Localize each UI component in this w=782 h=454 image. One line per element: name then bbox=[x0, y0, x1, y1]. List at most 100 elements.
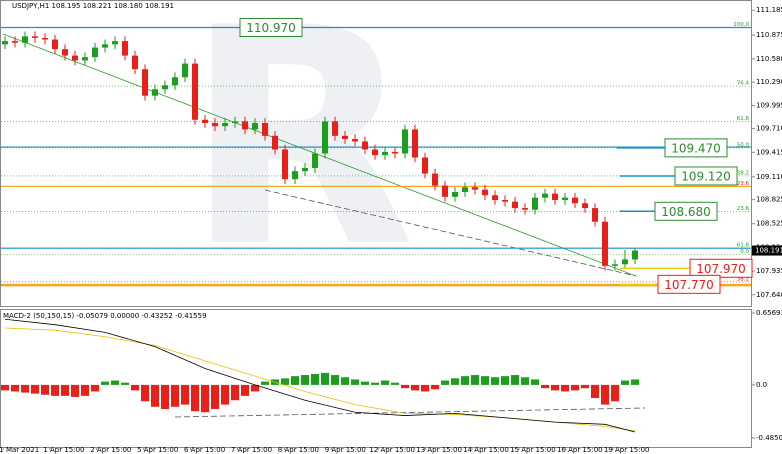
level-label: 108.680 bbox=[661, 205, 711, 219]
candle-body bbox=[262, 123, 268, 136]
candle-body bbox=[302, 167, 308, 172]
macd-bar bbox=[11, 384, 19, 392]
macd-bar bbox=[241, 384, 249, 396]
candle-body bbox=[212, 123, 218, 127]
candle-body bbox=[402, 129, 408, 154]
macd-bar bbox=[411, 384, 419, 391]
candle-body bbox=[162, 85, 168, 90]
x-tick-label: 31 Mar 2021 bbox=[0, 446, 39, 454]
candle-body bbox=[142, 69, 148, 96]
main-frame bbox=[0, 0, 752, 307]
fib-label: 100.0 bbox=[733, 22, 749, 28]
candle-body bbox=[52, 39, 58, 50]
y-tick-label: 110.580 bbox=[756, 55, 782, 63]
level-label: 109.120 bbox=[681, 169, 731, 183]
y-tick-label: 109.995 bbox=[756, 102, 782, 110]
macd-main-line bbox=[4, 318, 636, 433]
x-tick-label: 8 Apr 15:00 bbox=[278, 446, 319, 454]
macd-bar bbox=[491, 377, 499, 385]
y-tick-label: 110.875 bbox=[756, 31, 782, 39]
macd-bar bbox=[621, 380, 629, 385]
candle-body bbox=[152, 89, 158, 96]
y-tick-label: 108.525 bbox=[756, 220, 782, 228]
macd-bar bbox=[391, 382, 399, 385]
candle-body bbox=[542, 193, 548, 198]
candle-body bbox=[362, 141, 368, 150]
candle-body bbox=[562, 197, 568, 201]
macd-bar bbox=[1, 384, 9, 391]
y-tick-label: 109.110 bbox=[756, 173, 782, 181]
candle-body bbox=[582, 203, 588, 209]
candle-body bbox=[572, 197, 578, 204]
candle-body bbox=[232, 121, 238, 123]
macd-bar bbox=[321, 372, 329, 385]
candle-body bbox=[102, 44, 108, 48]
candle-body bbox=[462, 187, 468, 193]
macd-bar bbox=[471, 375, 479, 385]
candle-body bbox=[92, 47, 98, 58]
candle-body bbox=[32, 36, 38, 38]
macd-bar bbox=[301, 375, 309, 385]
candle-body bbox=[472, 187, 478, 190]
level-label: 107.770 bbox=[664, 278, 714, 292]
y-tick-label: 107.640 bbox=[756, 291, 782, 299]
macd-bar bbox=[361, 381, 369, 385]
level-box bbox=[239, 17, 303, 37]
macd-bar bbox=[311, 373, 319, 385]
y-tick-label: 108.825 bbox=[756, 196, 782, 204]
macd-bar bbox=[151, 384, 159, 407]
level-box bbox=[674, 166, 738, 186]
fib-label: 38.2 bbox=[737, 170, 749, 176]
macd-bar bbox=[401, 384, 409, 389]
x-tick-label: 14 Apr 15:00 bbox=[463, 446, 509, 454]
candle-body bbox=[432, 173, 438, 186]
candle-body bbox=[42, 37, 48, 40]
x-tick-label: 9 Apr 15:00 bbox=[325, 446, 366, 454]
macd-bar bbox=[61, 384, 69, 396]
macd-bar bbox=[381, 380, 389, 385]
macd-bar bbox=[611, 384, 619, 402]
macd-bar bbox=[91, 384, 99, 392]
x-tick-label: 12 Apr 15:00 bbox=[369, 446, 415, 454]
candle-body bbox=[412, 129, 418, 158]
macd-bar bbox=[171, 384, 179, 407]
candle-body bbox=[312, 153, 318, 168]
macd-bar bbox=[371, 382, 379, 385]
macd-frame bbox=[0, 309, 752, 448]
candle-body bbox=[192, 63, 198, 120]
macd-bar bbox=[101, 381, 109, 385]
candle-body bbox=[132, 55, 138, 70]
candle-body bbox=[122, 41, 128, 56]
level-box bbox=[689, 258, 753, 278]
candle-body bbox=[532, 197, 538, 210]
fib-label: 50.0 bbox=[737, 142, 750, 148]
candle-body bbox=[72, 55, 78, 61]
macd-bar bbox=[441, 380, 449, 385]
macd-bar bbox=[71, 384, 79, 397]
macd-bar bbox=[191, 384, 199, 412]
y-tick-label: 107.935 bbox=[756, 267, 782, 275]
macd-bar bbox=[251, 384, 259, 392]
x-tick-label: 15 Apr 15:00 bbox=[510, 446, 556, 454]
macd-bar bbox=[41, 384, 49, 395]
candle-body bbox=[252, 123, 258, 130]
fib-label: 76.4 bbox=[737, 81, 750, 87]
candle-body bbox=[622, 259, 628, 265]
candle-body bbox=[392, 151, 398, 154]
macd-bar bbox=[51, 384, 59, 396]
x-tick-label: 5 Apr 15:00 bbox=[137, 446, 178, 454]
macd-bar bbox=[481, 376, 489, 385]
level-box bbox=[657, 274, 721, 294]
macd-bar bbox=[211, 384, 219, 409]
candle-body bbox=[112, 41, 118, 45]
candle-body bbox=[442, 185, 448, 197]
level-label: 107.970 bbox=[696, 262, 746, 276]
candle-body bbox=[502, 200, 508, 202]
macd-bar bbox=[131, 384, 139, 391]
x-tick-label: 2 Apr 15:00 bbox=[90, 446, 131, 454]
macd-bar bbox=[541, 384, 549, 389]
x-tick-label: 19 Apr 15:00 bbox=[604, 446, 650, 454]
macd-bar bbox=[601, 384, 609, 405]
price-tag bbox=[752, 245, 782, 256]
macd-bar bbox=[181, 384, 189, 405]
